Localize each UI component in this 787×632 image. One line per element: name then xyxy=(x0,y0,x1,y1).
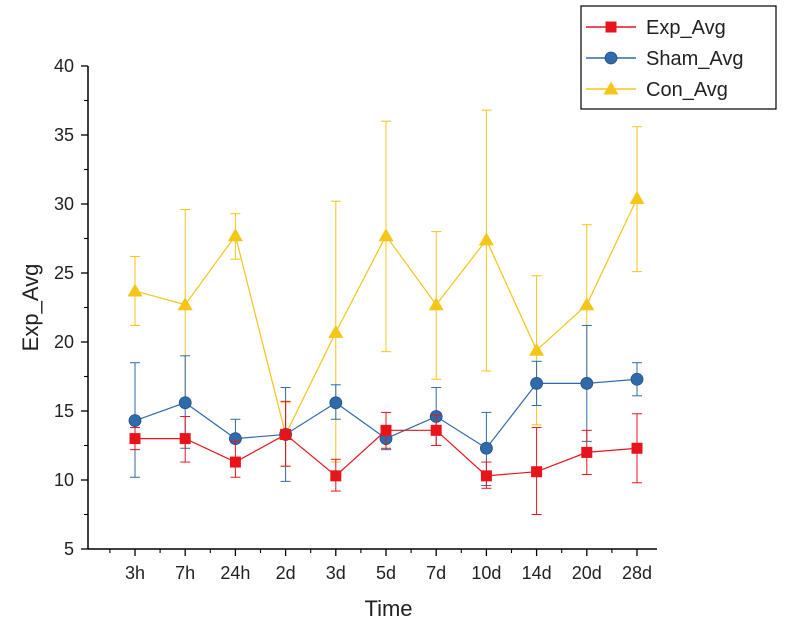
data-point xyxy=(229,456,241,468)
x-axis-title: Time xyxy=(364,596,412,621)
legend-marker xyxy=(603,81,619,95)
y-tick-label: 5 xyxy=(64,539,74,559)
legend-label: Con_Avg xyxy=(646,79,728,101)
y-tick-label: 30 xyxy=(54,194,74,214)
data-point xyxy=(630,372,644,386)
legend-marker xyxy=(604,51,618,65)
data-point xyxy=(579,297,595,311)
data-point xyxy=(430,424,442,436)
series-Sham_Avg xyxy=(128,324,644,487)
data-point xyxy=(380,424,392,436)
data-point xyxy=(428,297,444,311)
data-point xyxy=(330,470,342,482)
x-tick-label: 14d xyxy=(522,563,552,583)
legend-label: Exp_Avg xyxy=(646,17,726,39)
y-axis-title: Exp_Avg xyxy=(18,264,43,352)
y-axis-ticks: 5 10 15 20 25 30 35 40 xyxy=(54,56,88,559)
x-axis-ticks: 3h 7h 24h 2d 3d 5d 7d 10d 14d 20d 28d xyxy=(109,549,652,583)
y-tick-label: 15 xyxy=(54,401,74,421)
x-tick-label: 5d xyxy=(376,563,396,583)
data-point xyxy=(280,428,292,440)
data-point xyxy=(480,470,492,482)
data-point xyxy=(178,396,192,410)
series-layer xyxy=(127,109,645,515)
x-tick-label: 10d xyxy=(471,563,501,583)
data-point xyxy=(127,283,143,297)
y-tick-label: 10 xyxy=(54,470,74,490)
data-point xyxy=(329,396,343,410)
data-point xyxy=(378,228,394,242)
x-tick-label: 24h xyxy=(220,563,250,583)
legend-entry: Exp_Avg xyxy=(586,17,726,39)
data-point xyxy=(580,376,594,390)
data-point xyxy=(129,433,141,445)
series-Exp_Avg xyxy=(129,400,643,515)
x-tick-label: 7d xyxy=(426,563,446,583)
data-point xyxy=(581,446,593,458)
y-tick-label: 35 xyxy=(54,125,74,145)
legend-entry: Con_Avg xyxy=(586,79,728,101)
data-point xyxy=(177,297,193,311)
x-tick-label: 3d xyxy=(326,563,346,583)
legend-label: Sham_Avg xyxy=(646,48,743,70)
data-point xyxy=(478,232,494,246)
data-point xyxy=(529,342,545,356)
data-point xyxy=(531,466,543,478)
data-point xyxy=(128,414,142,428)
data-point xyxy=(530,376,543,390)
x-tick-label: 3h xyxy=(125,563,145,583)
data-point xyxy=(328,324,344,338)
axes xyxy=(87,66,657,550)
data-point xyxy=(179,433,191,445)
data-point xyxy=(479,441,493,455)
data-point xyxy=(227,228,243,242)
data-point xyxy=(631,442,643,454)
y-tick-label: 20 xyxy=(54,332,74,352)
x-tick-label: 2d xyxy=(276,563,296,583)
x-tick-label: 28d xyxy=(622,563,652,583)
y-tick-label: 25 xyxy=(54,263,74,283)
x-tick-label: 7h xyxy=(175,563,195,583)
data-point xyxy=(629,190,645,204)
x-tick-label: 20d xyxy=(572,563,602,583)
y-tick-label: 40 xyxy=(54,56,74,76)
legend: Exp_Avg Sham_Avg Con_Avg xyxy=(580,5,777,110)
legend-entry: Sham_Avg xyxy=(586,48,743,70)
legend-marker xyxy=(605,21,617,33)
